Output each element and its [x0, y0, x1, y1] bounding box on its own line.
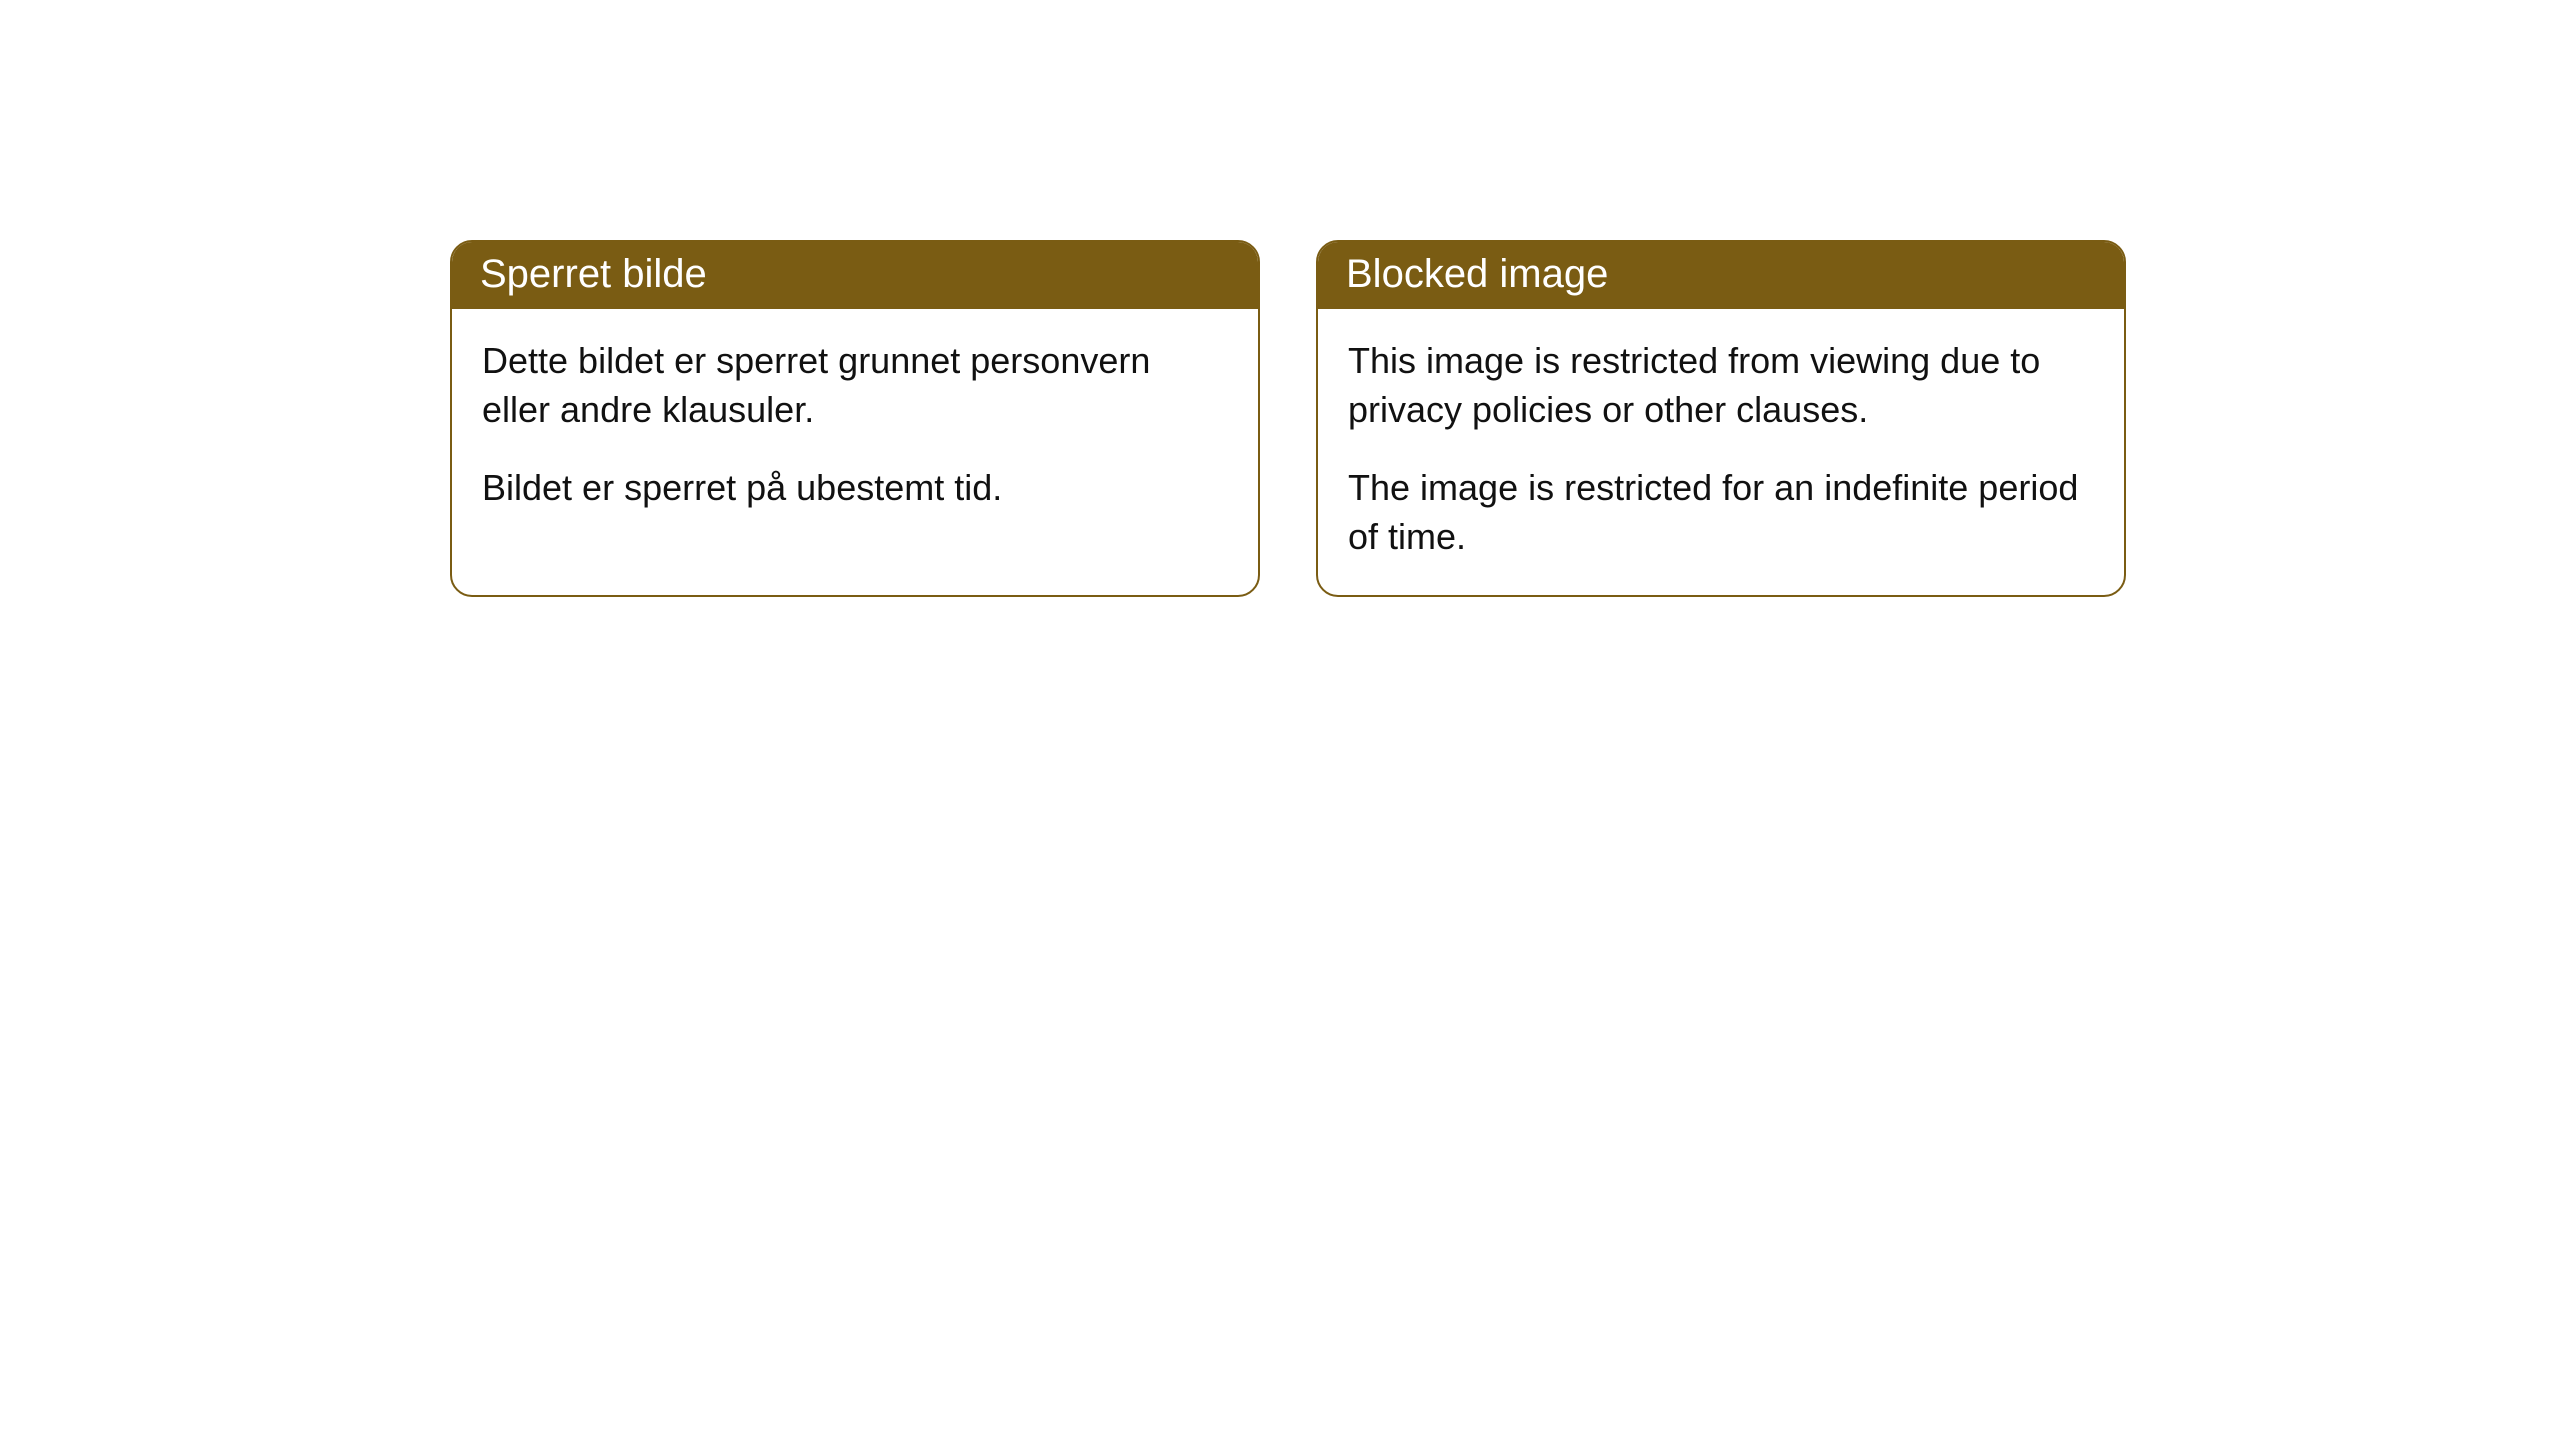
- card-body: Dette bildet er sperret grunnet personve…: [452, 309, 1258, 547]
- notice-cards-container: Sperret bilde Dette bildet er sperret gr…: [0, 0, 2560, 597]
- blocked-image-card-english: Blocked image This image is restricted f…: [1316, 240, 2126, 597]
- blocked-image-card-norwegian: Sperret bilde Dette bildet er sperret gr…: [450, 240, 1260, 597]
- card-paragraph-2: The image is restricted for an indefinit…: [1348, 464, 2094, 561]
- card-title: Sperret bilde: [480, 252, 707, 296]
- card-paragraph-1: This image is restricted from viewing du…: [1348, 337, 2094, 434]
- card-paragraph-1: Dette bildet er sperret grunnet personve…: [482, 337, 1228, 434]
- card-header: Blocked image: [1318, 242, 2124, 309]
- card-body: This image is restricted from viewing du…: [1318, 309, 2124, 595]
- card-header: Sperret bilde: [452, 242, 1258, 309]
- card-title: Blocked image: [1346, 252, 1608, 296]
- card-paragraph-2: Bildet er sperret på ubestemt tid.: [482, 464, 1228, 513]
